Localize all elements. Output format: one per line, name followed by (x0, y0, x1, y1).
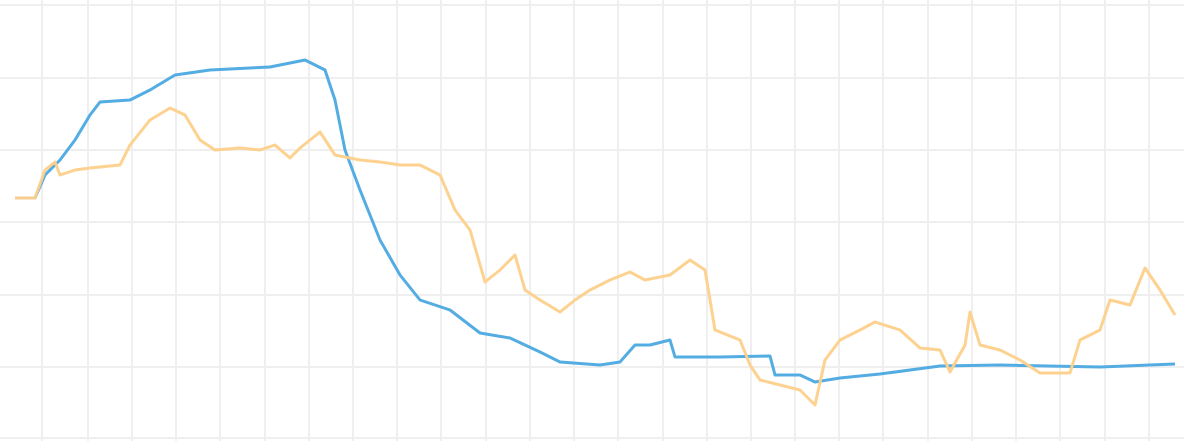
line-series (15, 58, 1176, 384)
line-series (15, 106, 1177, 407)
